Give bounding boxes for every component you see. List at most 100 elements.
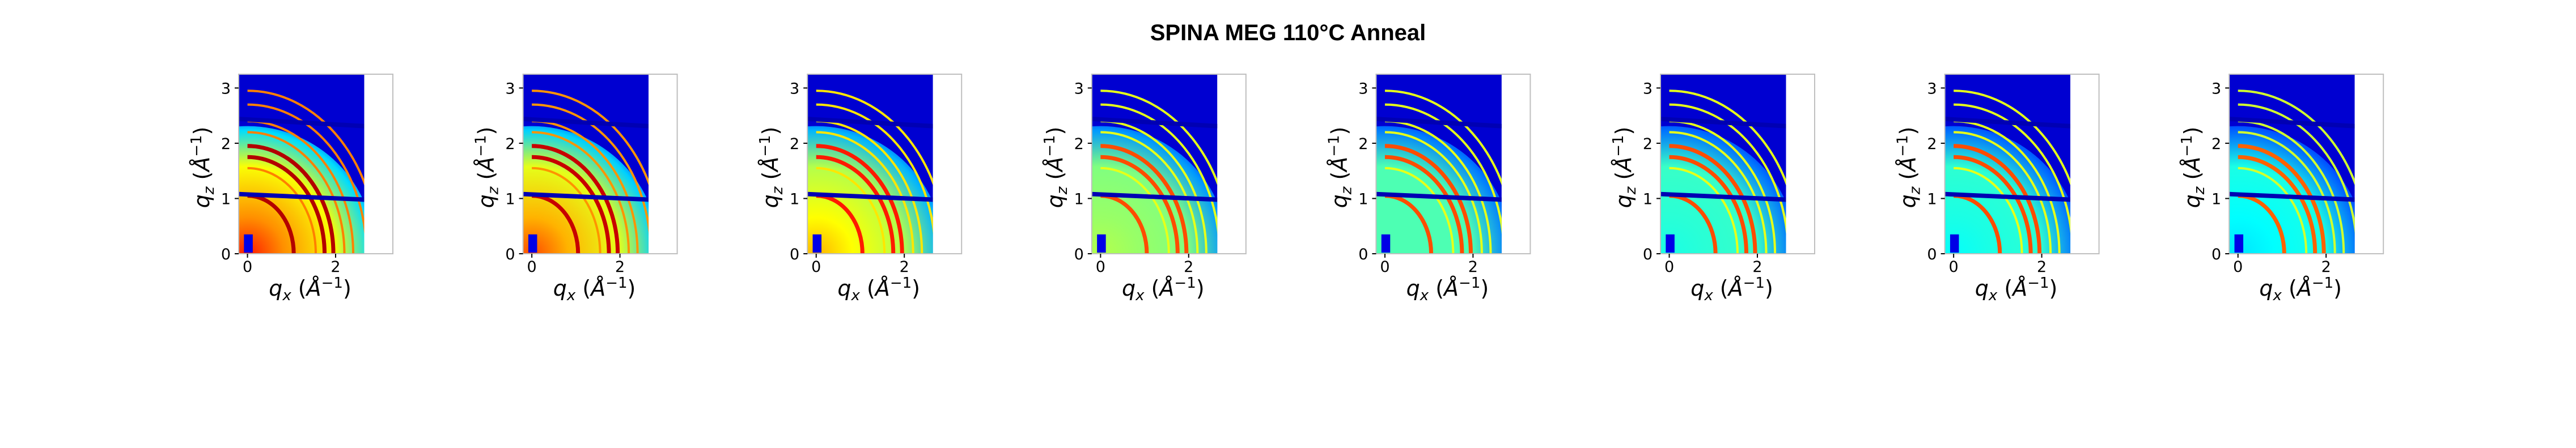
panel-7: 0 2 0 1 2 3 qx (Å−1) qz (Å−1) [1895, 74, 2100, 304]
panel-4: 0 2 0 1 2 3 qx (Å−1) qz (Å−1) [1041, 74, 1247, 304]
y-axis-label: qz (Å−1) [2179, 127, 2208, 208]
diffraction-ring [532, 131, 630, 254]
diffraction-ring [247, 89, 365, 186]
y-tick-label: 3 [1358, 80, 1368, 97]
x-tick-label: 0 [2233, 258, 2243, 276]
diffraction-ring [1669, 103, 1786, 234]
x-tick-label: 2 [1752, 258, 1762, 276]
x-axis-label: qx (Å−1) [1406, 275, 1489, 304]
y-tick-label: 2 [1927, 135, 1937, 153]
diffraction-ring [1100, 120, 1208, 254]
y-tick-label: 1 [1927, 190, 1937, 208]
y-tick-label: 0 [1074, 246, 1084, 263]
panel-6: 0 2 0 1 2 3 qx (Å−1) qz (Å−1) [1610, 74, 1815, 304]
y-tick-label: 0 [505, 246, 515, 263]
detector-image [807, 74, 933, 254]
diffraction-ring [1100, 131, 1199, 254]
diffraction-ring [1384, 120, 1492, 254]
beamstop [1097, 234, 1106, 253]
y-tick-label: 3 [790, 80, 799, 97]
y-tick-label: 0 [790, 246, 799, 263]
x-tick-label: 0 [243, 258, 252, 276]
detector-image [1376, 74, 1502, 254]
diffraction-ring [1100, 103, 1218, 234]
x-axis-label: qx (Å−1) [1690, 275, 1773, 304]
diffraction-ring [2238, 103, 2355, 234]
diffraction-ring [1669, 167, 1739, 254]
diffraction-ring [247, 167, 317, 254]
y-tick-label: 0 [2211, 246, 2221, 263]
diffraction-ring [1669, 131, 1768, 254]
x-tick-label: 2 [2321, 258, 2331, 276]
detector-gap [239, 117, 365, 129]
diffraction-ring [1384, 89, 1502, 186]
detector-gap [1091, 117, 1218, 129]
detector-gap [807, 117, 933, 129]
diffraction-ring [816, 144, 904, 254]
diffraction-ring [1100, 155, 1180, 254]
diffraction-ring [1384, 144, 1473, 254]
y-tick-label: 2 [2211, 135, 2221, 153]
diffraction-ring [247, 155, 327, 254]
diffraction-ring [1954, 131, 2052, 254]
y-axis-label: qz (Å−1) [1325, 127, 1355, 208]
diffraction-ring [532, 89, 649, 186]
beamstop [1381, 234, 1391, 253]
diffraction-ring [816, 89, 933, 186]
beamstop [244, 234, 253, 253]
diffraction-ring [2238, 131, 2336, 254]
y-axis-label: qz (Å−1) [1041, 127, 1071, 208]
diffraction-ring [247, 131, 346, 254]
y-tick-label: 1 [1358, 190, 1368, 208]
diffraction-ring [1669, 144, 1757, 254]
diffraction-ring [2238, 155, 2317, 254]
y-tick-label: 3 [1074, 80, 1084, 97]
y-tick-label: 3 [505, 80, 515, 97]
y-tick-label: 2 [1643, 135, 1653, 153]
y-tick-label: 3 [2211, 80, 2221, 97]
diffraction-ring [532, 144, 620, 254]
y-tick-label: 2 [1074, 135, 1084, 153]
axes-frame [238, 74, 393, 254]
y-tick-label: 0 [1358, 246, 1368, 263]
y-tick-label: 1 [1643, 190, 1653, 208]
x-tick-label: 0 [527, 258, 537, 276]
diffraction-ring [816, 167, 886, 254]
x-tick-label: 0 [1949, 258, 1959, 276]
x-tick-label: 2 [1184, 258, 1193, 276]
y-axis-label: qz (Å−1) [188, 127, 218, 208]
diffraction-ring [247, 120, 355, 254]
detector-gap [2229, 117, 2355, 129]
diffraction-ring [2238, 167, 2308, 254]
diffraction-ring [1100, 167, 1170, 254]
diffraction-ring [816, 120, 923, 254]
diffraction-ring [1100, 89, 1218, 186]
y-tick-label: 0 [221, 246, 231, 263]
detector-gap [807, 191, 933, 202]
detector-image [1944, 74, 2071, 254]
diffraction-ring [1669, 89, 1786, 186]
diffraction-ring [1954, 167, 2023, 254]
x-axis-label: qx (Å−1) [269, 275, 351, 304]
diffraction-ring [1384, 155, 1464, 254]
detector-gap [1944, 117, 2071, 129]
x-tick-label: 0 [811, 258, 821, 276]
x-tick-label: 2 [900, 258, 909, 276]
figure-title: SPINA MEG 110°C Anneal [1150, 20, 1426, 45]
y-tick-label: 3 [1927, 80, 1937, 97]
diffraction-ring [1954, 120, 2061, 254]
detector-gap [1091, 191, 1218, 202]
axes-frame [807, 74, 963, 254]
diffraction-ring [532, 155, 611, 254]
diffraction-ring [1100, 144, 1189, 254]
beamstop [528, 234, 537, 253]
diffraction-ring [816, 155, 896, 254]
x-axis-label: qx (Å−1) [2259, 275, 2342, 304]
x-tick-label: 0 [1380, 258, 1389, 276]
diffraction-ring [1954, 89, 2071, 186]
detector-gap [1376, 117, 1502, 129]
axes-frame [522, 74, 678, 254]
y-tick-label: 1 [790, 190, 799, 208]
y-tick-label: 1 [505, 190, 515, 208]
diffraction-ring [532, 167, 601, 254]
